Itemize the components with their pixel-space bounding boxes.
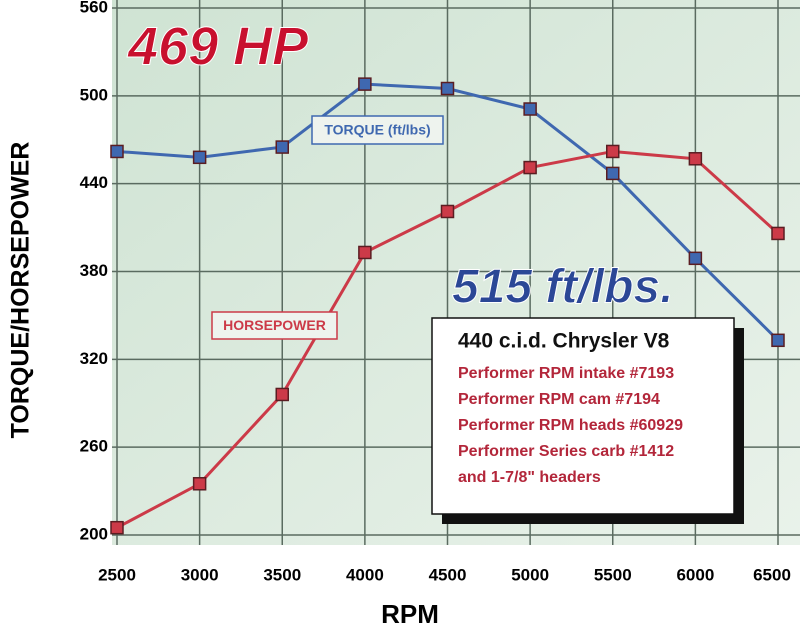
data-point [110,520,124,535]
data-point [358,77,372,91]
x-tick-label: 6000 [676,565,714,584]
legend-label: HORSEPOWER [223,317,326,333]
hp-annotation: 469 HP [127,16,309,76]
data-point [110,144,124,159]
data-point [606,144,620,159]
x-tick-label: 5000 [511,565,549,584]
info-line: Performer RPM intake #7193 [458,365,674,382]
data-point [358,245,372,260]
data-point [771,226,785,241]
info-line: Performer RPM cam #7194 [458,391,660,408]
data-point [771,333,785,348]
y-tick-label: 560 [80,0,108,16]
info-line: Performer RPM heads #60929 [458,417,683,434]
y-tick-label: 200 [80,524,108,543]
data-point [606,166,620,181]
x-tick-label: 3000 [181,565,219,584]
y-axis-label: TORQUE/HORSEPOWER [7,142,35,439]
data-point [192,150,207,165]
x-tick-label: 3500 [263,565,301,584]
data-point [275,140,289,154]
x-tick-label: 6500 [753,565,791,584]
info-line: and 1-7/8" headers [458,469,601,486]
data-point [440,204,455,219]
y-tick-label: 320 [80,349,108,368]
data-point [275,387,289,402]
legend-box [311,115,444,145]
legend-box [211,311,338,340]
y-tick-label: 380 [80,261,108,280]
x-tick-label: 4000 [346,565,384,584]
x-axis-label: RPM [381,599,439,629]
info-title: 440 c.i.d. Chrysler V8 [458,330,670,353]
data-point [688,152,703,166]
data-point [523,102,537,116]
data-point [440,81,455,96]
x-tick-label: 4500 [429,565,467,584]
info-line: Performer Series carb #1412 [458,443,674,460]
data-point [523,160,537,175]
torque-annotation: 515 ft/lbs. [452,261,673,314]
y-tick-label: 260 [80,437,108,456]
legend-label: TORQUE (ft/lbs) [324,122,430,138]
y-tick-label: 440 [80,173,108,192]
y-tick-label: 500 [80,85,108,104]
info-box [431,317,735,515]
x-tick-label: 2500 [98,565,136,584]
data-point [688,251,703,266]
x-tick-label: 5500 [594,565,632,584]
data-point [192,477,207,491]
